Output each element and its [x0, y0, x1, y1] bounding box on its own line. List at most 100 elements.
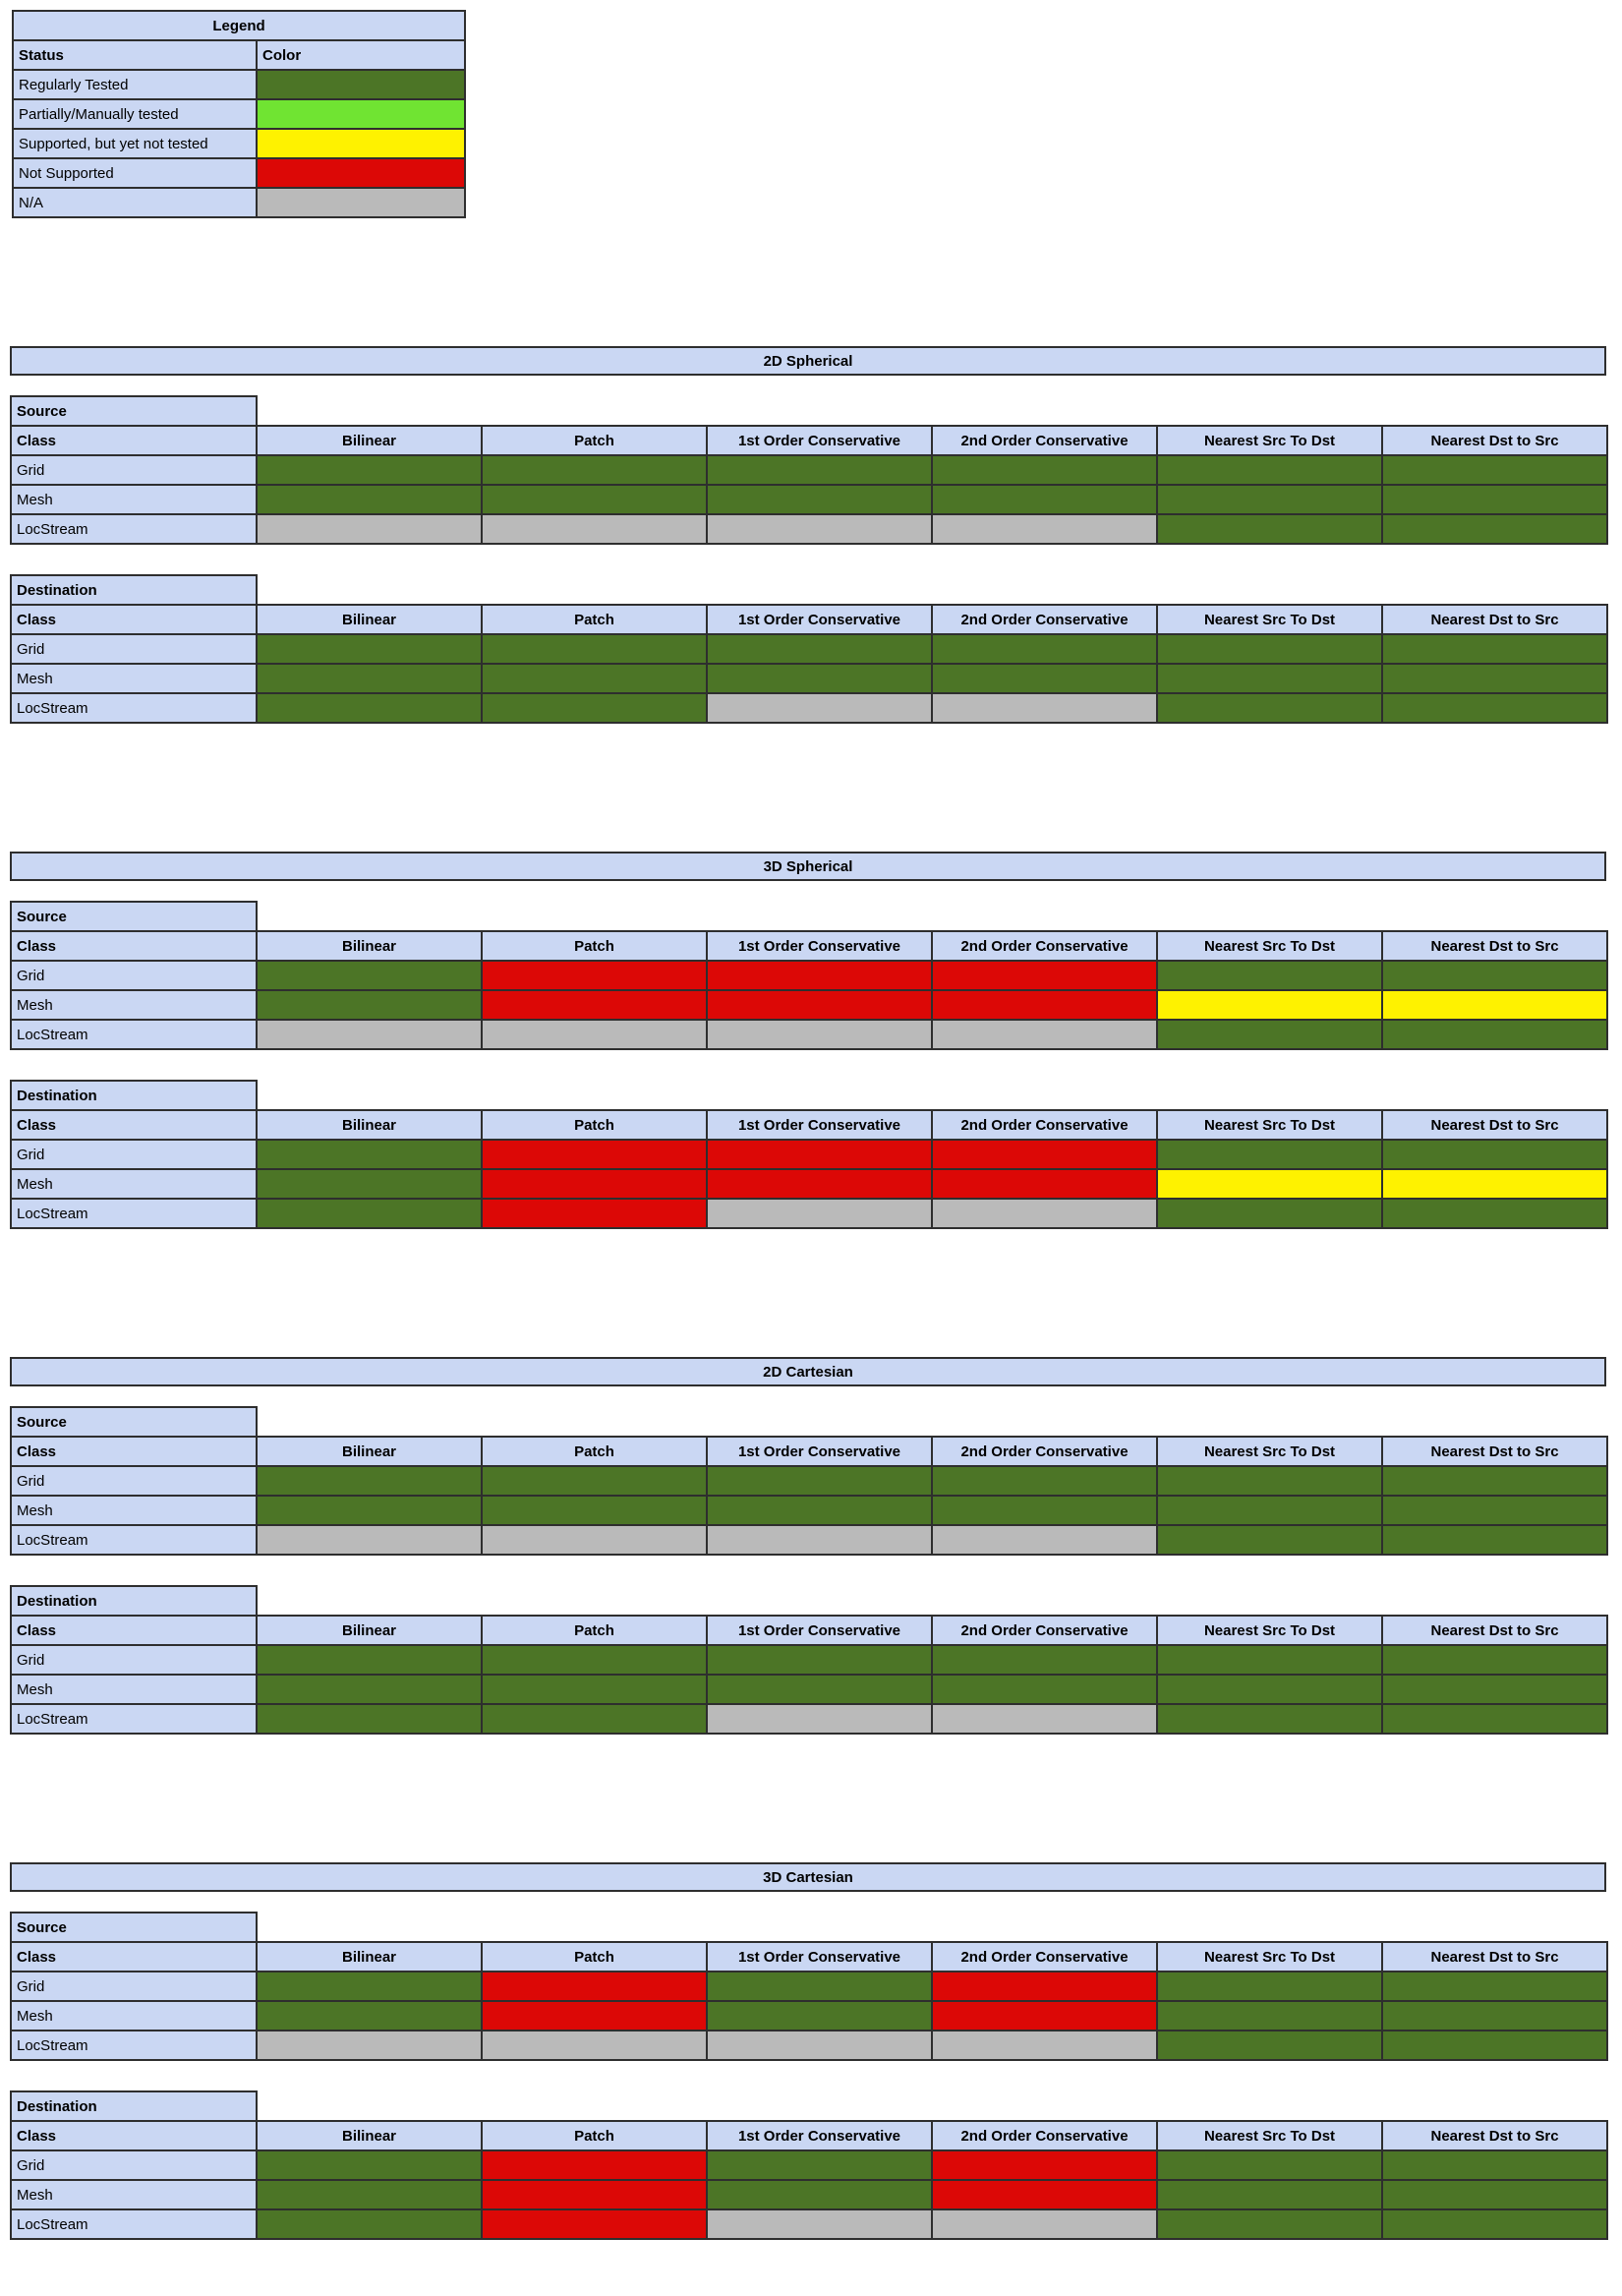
column-header-row: Class Bilinear Patch 1st Order Conservativ…	[10, 1615, 1609, 1646]
matrix-cell	[256, 960, 483, 991]
matrix-row: Grid	[10, 633, 1609, 665]
method-header-cell: 1st Order Conservative	[706, 1615, 933, 1646]
matrix-cell	[1156, 484, 1383, 515]
section-title: 3D Spherical	[763, 857, 853, 875]
source-table: Source Class Bilinear Patch 1st Order Cons…	[10, 395, 1609, 545]
source-table: Source Class Bilinear Patch 1st Order Cons…	[10, 1912, 1609, 2061]
matrix-cell	[931, 1465, 1158, 1497]
matrix-row: LocStream	[10, 513, 1609, 545]
method-header-cell: Bilinear	[256, 1941, 483, 1972]
method-header-cell: Nearest Src To Dst	[1156, 1109, 1383, 1141]
method-header-cell: Bilinear	[256, 1436, 483, 1467]
legend-color-header: Color	[256, 39, 466, 71]
row-label-cell: LocStream	[10, 1524, 258, 1556]
matrix-cell	[1156, 1168, 1383, 1200]
class-header-cell: Class	[10, 425, 258, 456]
matrix-row: Grid	[10, 1644, 1609, 1676]
destination-table: Destination Class Bilinear Patch 1st Order…	[10, 2090, 1609, 2240]
matrix-row: Mesh	[10, 663, 1609, 694]
matrix-cell	[706, 484, 933, 515]
matrix-cell	[931, 2030, 1158, 2061]
matrix-cell	[1156, 454, 1383, 486]
matrix-cell	[706, 1198, 933, 1229]
matrix-cell	[481, 1465, 708, 1497]
row-label-cell: Grid	[10, 1139, 258, 1170]
method-header-cell: Nearest Dst to Src	[1380, 1941, 1609, 1972]
method-header-cell: Patch	[481, 425, 708, 456]
matrix-cell	[931, 1703, 1158, 1735]
method-header-cell: Nearest Dst to Src	[1380, 930, 1609, 962]
matrix-cell	[256, 513, 483, 545]
matrix-cell	[481, 2030, 708, 2061]
matrix-row: LocStream	[10, 1703, 1609, 1735]
row-label-cell: LocStream	[10, 1703, 258, 1735]
matrix-cell	[1380, 1168, 1609, 1200]
section: 2D Spherical Source Class Bilinear Patch 1…	[0, 346, 1622, 724]
source-label-cell: Source	[10, 395, 258, 427]
matrix-cell	[481, 2149, 708, 2181]
matrix-cell	[931, 1198, 1158, 1229]
row-label-cell: LocStream	[10, 513, 258, 545]
matrix-cell	[931, 454, 1158, 486]
class-header-cell: Class	[10, 1109, 258, 1141]
matrix-cell	[1156, 1524, 1383, 1556]
matrix-row: Mesh	[10, 2000, 1609, 2031]
matrix-cell	[1156, 1644, 1383, 1676]
legend-title-row: Legend	[12, 10, 466, 41]
matrix-cell	[1156, 2149, 1383, 2181]
legend-color-swatch	[256, 69, 466, 100]
matrix-cell	[1380, 2149, 1609, 2181]
method-header-cell: Bilinear	[256, 604, 483, 635]
source-label-cell: Source	[10, 1406, 258, 1438]
method-header-cell: 1st Order Conservative	[706, 1436, 933, 1467]
matrix-cell	[706, 1703, 933, 1735]
matrix-cell	[1380, 1139, 1609, 1170]
legend-status-header: Status	[12, 39, 258, 71]
table-kind-row: Destination	[10, 1585, 1607, 1617]
class-header-cell: Class	[10, 1436, 258, 1467]
matrix-cell	[1380, 2208, 1609, 2240]
section-title-banner: 2D Spherical	[10, 346, 1606, 376]
matrix-cell	[931, 633, 1158, 665]
matrix-row: Mesh	[10, 2179, 1609, 2210]
matrix-cell	[256, 1139, 483, 1170]
row-label-cell: Grid	[10, 2149, 258, 2181]
matrix-cell	[706, 454, 933, 486]
matrix-cell	[1380, 989, 1609, 1021]
section-title: 3D Cartesian	[763, 1868, 853, 1886]
class-header-cell: Class	[10, 604, 258, 635]
matrix-cell	[1380, 2030, 1609, 2061]
matrix-cell	[931, 1644, 1158, 1676]
method-header-cell: 1st Order Conservative	[706, 604, 933, 635]
method-header-cell: Patch	[481, 930, 708, 962]
spacer-cell	[257, 1913, 1607, 1942]
matrix-cell	[256, 1019, 483, 1050]
source-label-cell: Source	[10, 1912, 258, 1943]
matrix-cell	[1156, 2208, 1383, 2240]
matrix-cell	[706, 1168, 933, 1200]
matrix-cell	[1380, 1703, 1609, 1735]
table-kind-row: Destination	[10, 2090, 1607, 2122]
matrix-cell	[1156, 1019, 1383, 1050]
matrix-cell	[1156, 1465, 1383, 1497]
matrix-cell	[706, 1139, 933, 1170]
row-label-cell: Grid	[10, 633, 258, 665]
method-header-cell: 2nd Order Conservative	[931, 604, 1158, 635]
matrix-cell	[256, 1465, 483, 1497]
method-header-cell: Nearest Src To Dst	[1156, 1615, 1383, 1646]
matrix-cell	[1156, 1198, 1383, 1229]
column-header-row: Class Bilinear Patch 1st Order Conservativ…	[10, 604, 1609, 635]
column-header-row: Class Bilinear Patch 1st Order Conservativ…	[10, 930, 1609, 962]
matrix-cell	[706, 1971, 933, 2002]
matrix-cell	[481, 1198, 708, 1229]
source-table: Source Class Bilinear Patch 1st Order Cons…	[10, 901, 1609, 1050]
matrix-cell	[1156, 960, 1383, 991]
matrix-cell	[256, 1644, 483, 1676]
matrix-cell	[481, 1495, 708, 1526]
matrix-cell	[481, 2000, 708, 2031]
matrix-cell	[706, 692, 933, 724]
matrix-cell	[1156, 1971, 1383, 2002]
source-table: Source Class Bilinear Patch 1st Order Cons…	[10, 1406, 1609, 1556]
section: 3D Cartesian Source Class Bilinear Patch 1…	[0, 1862, 1622, 2240]
matrix-cell	[1156, 1703, 1383, 1735]
